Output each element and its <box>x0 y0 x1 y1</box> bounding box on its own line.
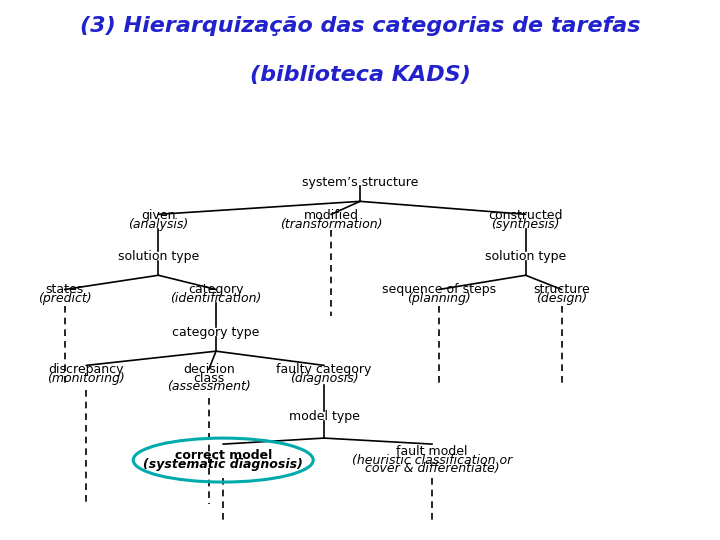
Text: constructed: constructed <box>488 210 563 222</box>
Text: decision: decision <box>183 363 235 376</box>
Text: category type: category type <box>172 326 260 339</box>
Text: correct model: correct model <box>174 449 272 462</box>
Text: (identification): (identification) <box>171 292 261 305</box>
Text: (assessment): (assessment) <box>167 381 251 394</box>
Text: (synthesis): (synthesis) <box>491 218 560 231</box>
Text: structure: structure <box>534 284 590 296</box>
Text: (design): (design) <box>536 292 588 305</box>
Text: class: class <box>193 372 225 384</box>
Text: sequence of steps: sequence of steps <box>382 284 496 296</box>
Text: discrepancy: discrepancy <box>49 363 124 376</box>
Text: solution type: solution type <box>485 250 566 263</box>
Text: solution type: solution type <box>118 250 199 263</box>
Text: (transformation): (transformation) <box>280 218 382 231</box>
Text: (predict): (predict) <box>38 292 91 305</box>
Text: category: category <box>188 284 244 296</box>
Text: (heuristic classification or: (heuristic classification or <box>352 454 512 467</box>
Text: model type: model type <box>289 410 359 423</box>
Text: (planning): (planning) <box>408 292 471 305</box>
Text: (3) Hierarquização das categorias de tarefas: (3) Hierarquização das categorias de tar… <box>80 16 640 36</box>
Text: (analysis): (analysis) <box>128 218 189 231</box>
Text: (biblioteca KADS): (biblioteca KADS) <box>250 65 470 85</box>
Text: fault model: fault model <box>396 445 468 458</box>
Text: states: states <box>45 284 84 296</box>
Text: faulty category: faulty category <box>276 363 372 376</box>
Text: system’s structure: system’s structure <box>302 176 418 189</box>
Text: (monitoring): (monitoring) <box>48 372 125 385</box>
Text: cover & differentiate): cover & differentiate) <box>365 462 499 475</box>
Text: (diagnosis): (diagnosis) <box>289 372 359 385</box>
Text: given: given <box>141 210 176 222</box>
Text: modified: modified <box>304 210 359 222</box>
Text: (systematic diagnosis): (systematic diagnosis) <box>143 458 303 471</box>
